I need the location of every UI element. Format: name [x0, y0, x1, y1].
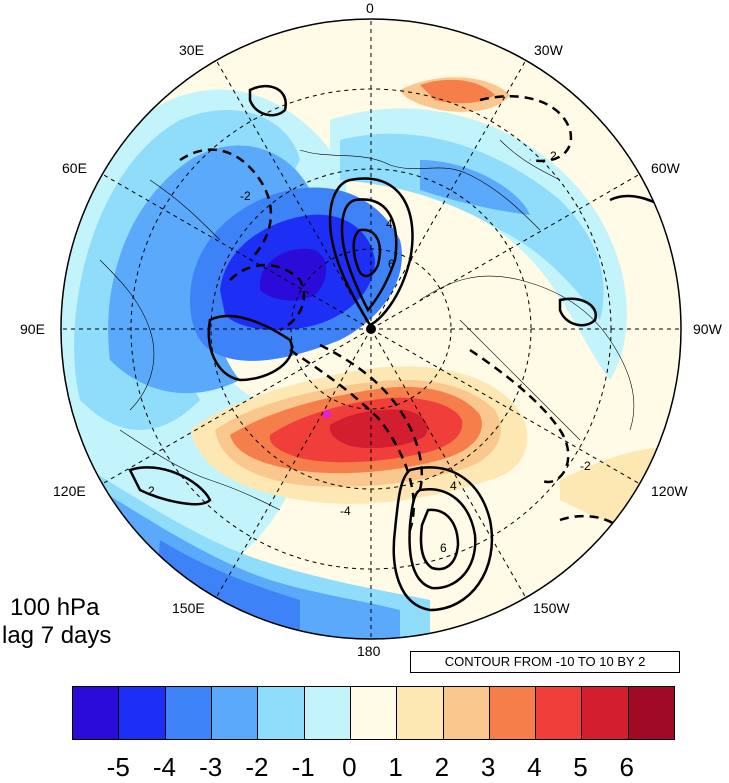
colorbar-tick-label: 5 [573, 752, 588, 782]
lag-label: lag 7 days [2, 622, 112, 649]
colorbar-tick-label: 4 [527, 752, 542, 782]
lon-label-120w: 120W [651, 483, 688, 499]
graticule [61, 19, 681, 639]
colorbar-segment [258, 687, 305, 739]
colorbar-segment [73, 687, 120, 739]
contour-label: 6 [440, 541, 447, 555]
colorbar-segment [628, 687, 675, 739]
lon-label-150w: 150W [533, 600, 570, 616]
anomaly-shading [61, 19, 681, 639]
colorbar-tick-label: 6 [619, 752, 634, 782]
colorbar-tick-label: 2 [434, 752, 450, 782]
lon-label-90e: 90E [20, 321, 45, 337]
negative-contours [179, 95, 632, 541]
lon-label-30e: 30E [179, 42, 204, 58]
colorbar-tick-label: -2 [245, 752, 269, 782]
lon-label-30w: 30W [534, 42, 563, 58]
lon-label-180: 180 [357, 643, 381, 659]
colorbar-segment [536, 687, 583, 739]
colorbar-segment [119, 687, 166, 739]
contour-info-box: CONTOUR FROM -10 TO 10 BY 2 [410, 651, 680, 673]
contour-label: -2 [580, 459, 591, 473]
colorbar-segment [165, 687, 212, 739]
level-label: 100 hPa [10, 594, 100, 621]
contour-label: 2 [550, 149, 557, 163]
contour-label: 4 [386, 217, 393, 231]
map-border [60, 18, 682, 640]
lon-label-0: 0 [366, 0, 374, 16]
colorbar-segment [211, 687, 259, 739]
colorbar-tick-label: 3 [480, 752, 496, 782]
lon-label-60e: 60E [62, 160, 87, 176]
colorbar-segment [397, 687, 444, 739]
colorbar-segment [489, 687, 537, 739]
contour-label: -4 [340, 504, 351, 518]
lon-label-60w: 60W [651, 160, 680, 176]
colorbar-tick-label: -4 [152, 752, 177, 782]
lon-label-150e: 150E [172, 600, 205, 616]
colorbar-tick-label: -5 [106, 752, 130, 782]
contour-label: 2 [148, 484, 155, 498]
contour-label: -2 [240, 189, 251, 203]
colorbar-tick-label: -1 [291, 752, 315, 782]
colorbar-segment [582, 687, 629, 739]
contour-value-labels: 4 6 -2 2 4 6 -4 2 -2 [148, 149, 591, 555]
colorbar-tick-label: -3 [199, 752, 223, 782]
magenta-point-marker [323, 410, 331, 418]
colorbar [72, 686, 675, 740]
contour-label: 6 [388, 257, 395, 271]
lon-label-120e: 120E [53, 483, 86, 499]
contour-label: 4 [450, 479, 457, 493]
north-pole-marker [366, 324, 376, 334]
contours [128, 84, 681, 612]
colorbar-segment [350, 687, 398, 739]
colorbar-tick-label: 1 [388, 752, 403, 782]
colorbar-tick-label: 0 [342, 752, 357, 782]
colorbar-segment [304, 687, 351, 739]
colorbar-segment [443, 687, 490, 739]
lon-label-90w: 90W [693, 321, 722, 337]
